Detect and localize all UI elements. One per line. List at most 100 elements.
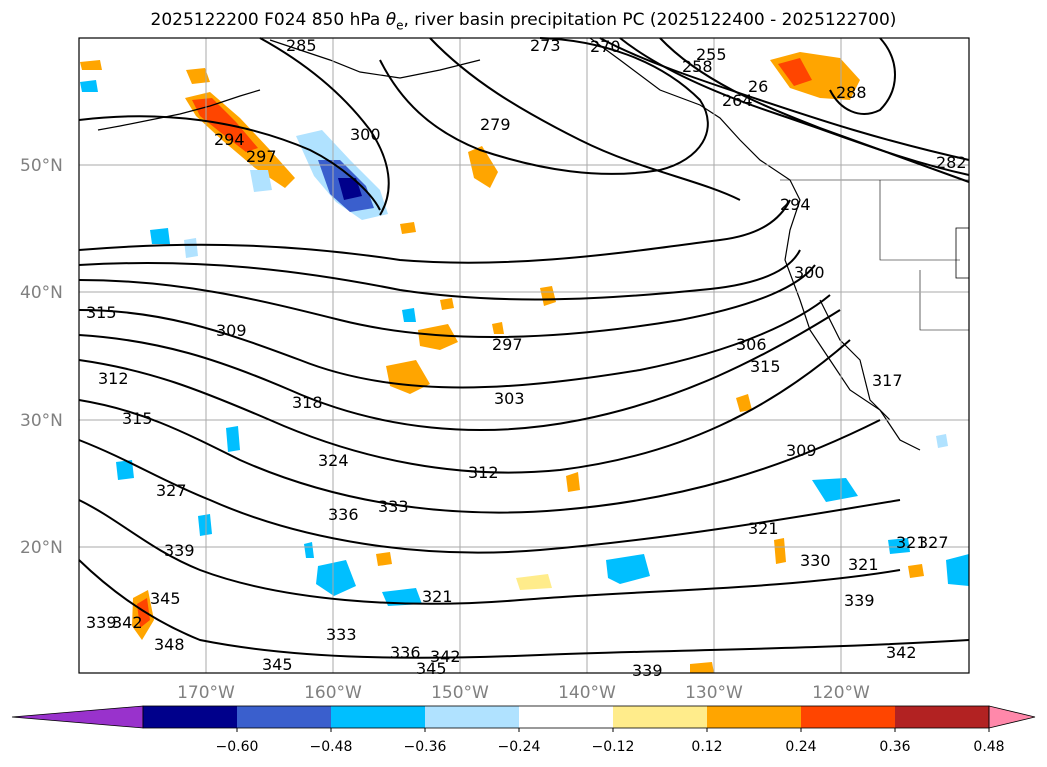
baja bbox=[819, 299, 891, 421]
blob-neg-13 bbox=[888, 538, 910, 554]
contour-label: 309 bbox=[786, 441, 817, 460]
lon-label-170w: 170°W bbox=[177, 683, 235, 703]
blob-neg-corner bbox=[80, 80, 98, 92]
contour-label: 303 bbox=[494, 389, 525, 408]
colorbar-tick-label: 0.36 bbox=[879, 739, 910, 755]
blob-neg-16 bbox=[936, 434, 948, 448]
contour-label: 321 bbox=[896, 533, 927, 552]
contour-label: 339 bbox=[844, 591, 875, 610]
blob-small-8 bbox=[908, 564, 924, 578]
contour-b bbox=[78, 249, 801, 301]
colorbar-bin bbox=[613, 706, 708, 728]
contour-j bbox=[78, 559, 970, 659]
contour-n bbox=[599, 37, 970, 161]
blob-neg-12 bbox=[812, 478, 858, 502]
blob-small-3 bbox=[492, 322, 504, 334]
contour-label: 345 bbox=[150, 589, 181, 608]
blob-neg-6 bbox=[226, 426, 240, 452]
contour-label: 294 bbox=[214, 130, 245, 149]
blob-neg-15 bbox=[304, 542, 314, 558]
negative-anomaly-areas bbox=[80, 80, 969, 606]
contour-l bbox=[259, 37, 390, 216]
contour-label: 315 bbox=[122, 409, 153, 428]
contour-m bbox=[429, 37, 741, 201]
contour-label: 270 bbox=[590, 37, 621, 56]
contour-label: 282 bbox=[936, 153, 967, 172]
contour-label: 327 bbox=[156, 481, 187, 500]
contour-o bbox=[619, 37, 970, 176]
blob-neg-5 bbox=[402, 308, 416, 322]
lon-label-130w: 130°W bbox=[685, 683, 743, 703]
contour-label: 321 bbox=[848, 555, 879, 574]
colorbar-bin bbox=[801, 706, 896, 728]
colorbar-tick-label: −0.48 bbox=[310, 739, 353, 755]
blob-small-5 bbox=[736, 394, 752, 412]
contour-f bbox=[78, 339, 851, 474]
colorbar-bin bbox=[519, 706, 614, 728]
blob-yellow-1 bbox=[516, 574, 552, 590]
colorbar-tick-label: −0.60 bbox=[216, 739, 259, 755]
contour-label: 258 bbox=[682, 57, 713, 76]
contour-label: 345 bbox=[262, 655, 293, 674]
contour-label: 339 bbox=[86, 613, 117, 632]
title-theta: θ bbox=[385, 10, 397, 30]
blob-neg-2 bbox=[150, 228, 170, 244]
state-lines bbox=[879, 180, 960, 261]
colorbar: −0.60 −0.48 −0.36 −0.24 −0.12 0.12 0.24 0.36 0.4… bbox=[11, 705, 1036, 755]
blob-hawaii-sw-core bbox=[137, 598, 150, 628]
contour-label: 309 bbox=[216, 321, 247, 340]
latitude-labels: 50°N 40°N 30°N 20°N bbox=[20, 156, 63, 558]
colorbar-bin bbox=[707, 706, 802, 728]
blob-small-1 bbox=[400, 222, 416, 234]
contour-label: 348 bbox=[154, 635, 185, 654]
contour-h bbox=[78, 439, 901, 554]
coastlines bbox=[97, 37, 970, 451]
lon-label-140w: 140°W bbox=[558, 683, 616, 703]
blob-gulf bbox=[468, 146, 498, 188]
longitude-labels: 170°W 160°W 150°W 140°W 130°W 120°W bbox=[177, 683, 870, 703]
contour-label: 300 bbox=[350, 125, 381, 144]
contour-c bbox=[78, 264, 816, 338]
blob-bc-core bbox=[778, 58, 812, 86]
colorbar-bin bbox=[425, 706, 520, 728]
contour-label: 312 bbox=[98, 369, 129, 388]
contour-label: 345 bbox=[416, 659, 447, 678]
blob-neg-8 bbox=[198, 514, 212, 536]
colorbar-extend-max bbox=[988, 705, 1036, 729]
contour-label: 312 bbox=[468, 463, 499, 482]
contour-k bbox=[78, 115, 381, 211]
colorbar-border bbox=[142, 705, 990, 729]
contour-i bbox=[78, 499, 901, 605]
na-coastline bbox=[589, 37, 921, 451]
colorbar-extend-min bbox=[11, 705, 144, 729]
contour-label: 300 bbox=[794, 263, 825, 282]
colorbar-tick-label: −0.24 bbox=[498, 739, 541, 755]
colorbar-tick-label: −0.12 bbox=[592, 739, 635, 755]
colorbar-bin bbox=[237, 706, 332, 728]
contour-d bbox=[78, 294, 831, 389]
colorbar-bin bbox=[895, 706, 990, 728]
blob-central-3 bbox=[540, 286, 556, 306]
contour-label: 285 bbox=[286, 36, 317, 55]
contour-label: 297 bbox=[246, 147, 277, 166]
blob-neg-10 bbox=[382, 588, 422, 606]
contour-label: 327 bbox=[918, 533, 949, 552]
blob-central-1 bbox=[418, 324, 458, 350]
contour-r bbox=[829, 37, 896, 115]
contour-label: 336 bbox=[328, 505, 359, 524]
contour-label: 26 bbox=[748, 77, 768, 96]
map-title: 2025122200 F024 850 hPa θe, river basin … bbox=[0, 10, 1047, 32]
colorbar-bin bbox=[143, 706, 238, 728]
lat-label-40n: 40°N bbox=[20, 283, 63, 303]
contour-labels: 285 273 270 255 258 26 264 279 300 294 2… bbox=[86, 36, 967, 680]
contour-label: 336 bbox=[390, 643, 421, 662]
graticule bbox=[79, 38, 969, 673]
contour-label: 315 bbox=[86, 303, 117, 322]
contour-label: 297 bbox=[492, 335, 523, 354]
contour-label: 294 bbox=[780, 195, 811, 214]
title-subscript: e bbox=[396, 18, 404, 33]
blob-neg-3 bbox=[250, 170, 272, 192]
blob-neg-9 bbox=[316, 560, 356, 596]
lon-label-120w: 120°W bbox=[812, 683, 870, 703]
contour-label: 318 bbox=[292, 393, 323, 412]
